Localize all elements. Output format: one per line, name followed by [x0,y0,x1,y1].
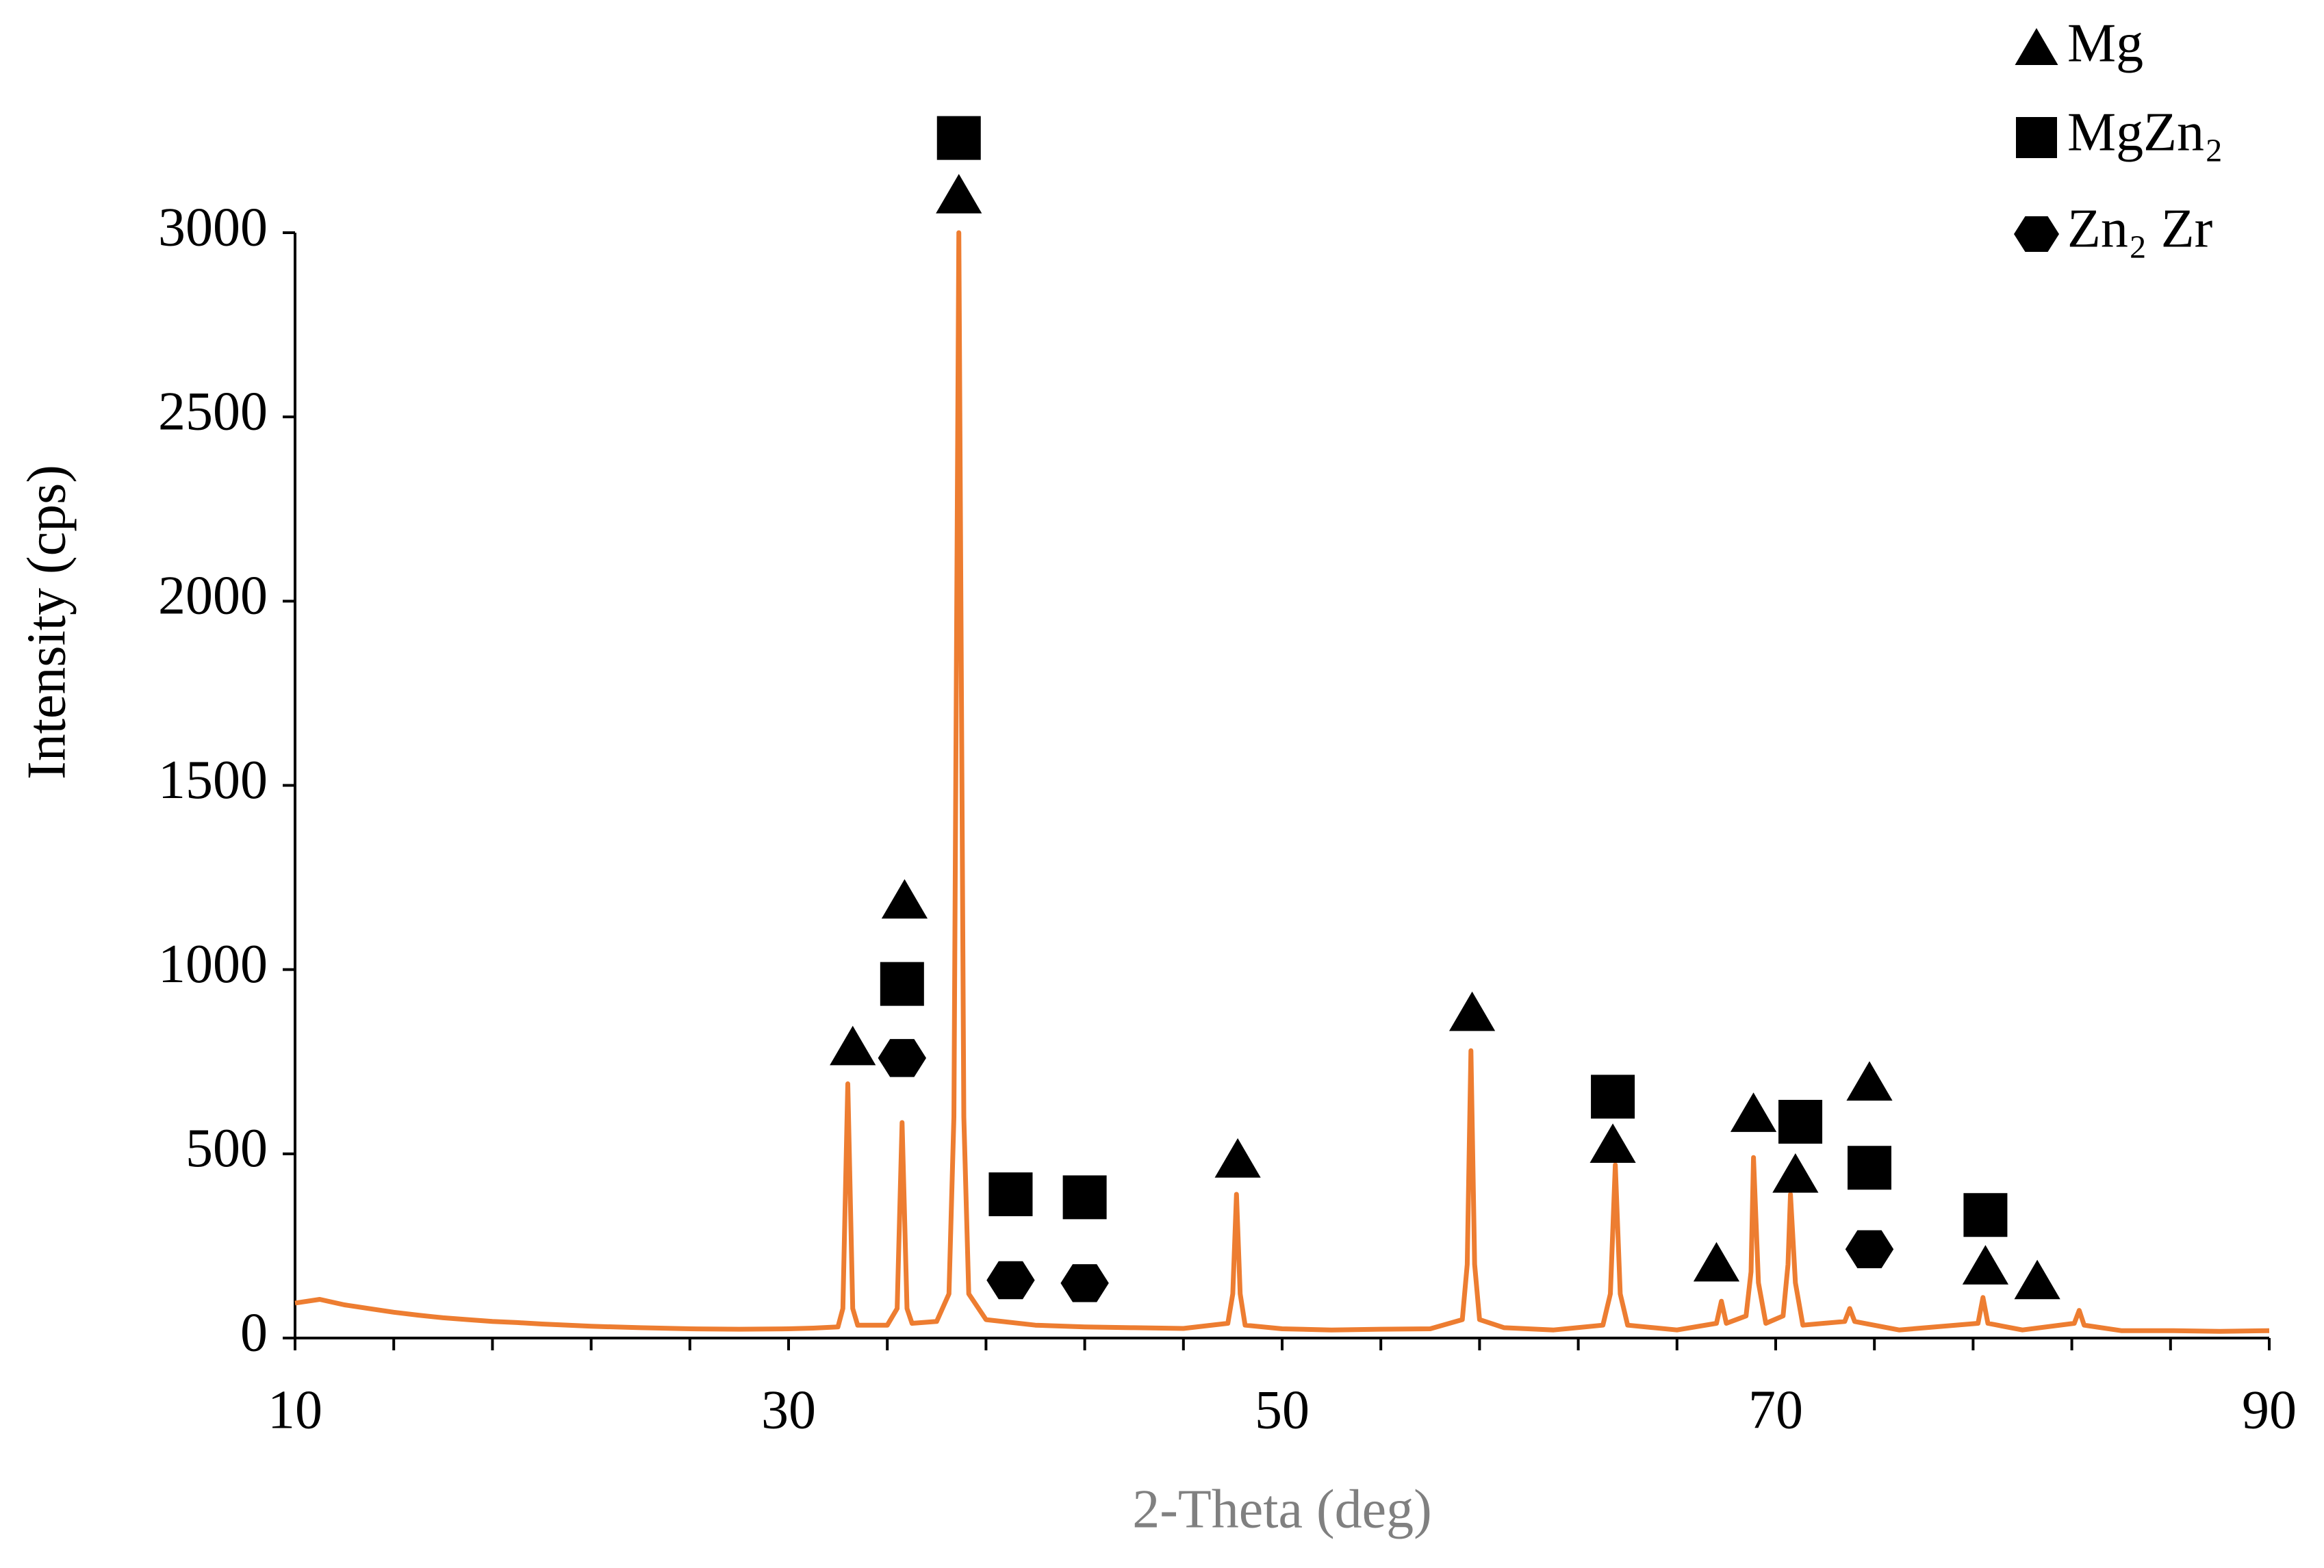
triangle-marker [1962,1245,2009,1285]
square-marker [1062,1175,1107,1220]
y-tick-label: 2500 [158,382,268,442]
triangle-marker [2014,1259,2060,1300]
triangle-marker [1448,991,1496,1031]
triangle-marker [830,1025,876,1066]
x-tick-label: 30 [761,1380,816,1440]
y-tick-label: 0 [240,1302,268,1363]
triangle-marker [1214,1138,1261,1178]
square-marker [1963,1193,2008,1237]
legend-symbol [2016,117,2057,158]
triangle-marker [881,879,928,919]
hexagon-marker [878,1039,927,1077]
y-tick-label: 500 [186,1118,268,1179]
triangle-marker [1693,1242,1740,1282]
x-tick-label: 90 [2242,1380,2297,1440]
square-marker [988,1172,1033,1217]
y-tick-label: 1000 [158,934,268,994]
x-axis-title: 2-Theta (deg) [1132,1479,1432,1539]
triangle-marker [1772,1153,1819,1193]
x-tick-label: 50 [1255,1380,1310,1440]
x-tick-label: 10 [268,1380,322,1440]
hexagon-marker [1845,1230,1894,1268]
legend-label: Mg [2067,13,2143,73]
hexagon-marker [1060,1264,1109,1302]
x-tick-label: 70 [1748,1380,1803,1440]
legend-symbol [2015,28,2058,65]
hexagon-marker [986,1261,1035,1300]
triangle-marker [1846,1061,1893,1101]
triangle-marker [1730,1092,1777,1132]
square-marker [1778,1099,1823,1144]
xrd-line [294,230,2270,1334]
y-tick-label: 1500 [158,750,268,810]
square-marker [1847,1146,1891,1190]
y-tick-label: 2000 [158,566,268,626]
legend-label: MgZn₂ [2067,102,2223,162]
legend-label: Zn₂ Zr [2067,198,2212,259]
triangle-marker [936,174,982,214]
y-axis-title: Intensity (cps) [16,465,77,780]
square-marker [880,962,924,1006]
square-marker [1591,1075,1635,1119]
y-tick-label: 3000 [158,197,268,257]
triangle-marker [1589,1123,1636,1164]
legend-symbol [2014,216,2059,252]
square-marker [936,116,981,160]
